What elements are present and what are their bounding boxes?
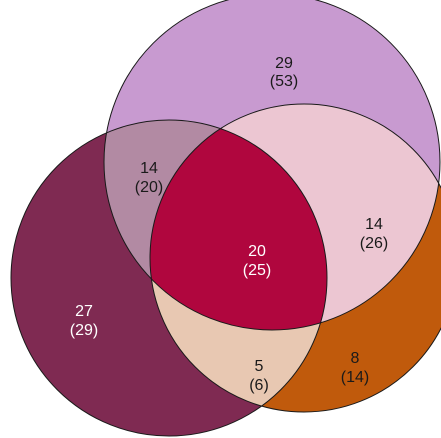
- label-top-only-count: 29: [275, 55, 293, 72]
- set-left-outline: [10, 119, 328, 437]
- set-top-outline: [103, 0, 441, 331]
- label-right-top-total: (26): [360, 235, 388, 252]
- set-bottom-outline: [149, 103, 441, 413]
- region-center-all: [150, 120, 327, 330]
- label-left-top-total: (20): [135, 179, 163, 196]
- label-left-bottom-total: (6): [249, 377, 269, 394]
- label-top-only-total: (53): [270, 73, 298, 90]
- label-center-all-total: (25): [243, 262, 271, 279]
- label-center-all-count: 20: [248, 243, 266, 260]
- label-left-only-total: (29): [70, 322, 98, 339]
- label-bottom-only-count: 8: [351, 350, 360, 367]
- label-left-top-count: 14: [140, 160, 158, 177]
- label-left-only-count: 27: [75, 303, 93, 320]
- label-left-bottom-count: 5: [255, 358, 264, 375]
- label-right-top-count: 14: [365, 216, 383, 233]
- label-bottom-only-total: (14): [341, 369, 369, 386]
